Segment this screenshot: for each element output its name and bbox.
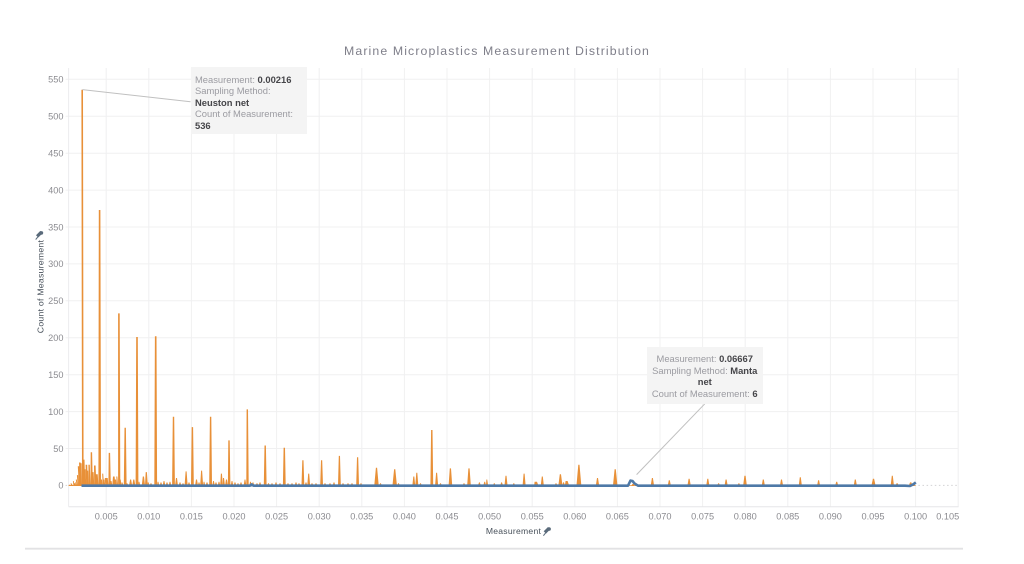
svg-text:300: 300 (48, 259, 63, 269)
svg-text:0.070: 0.070 (649, 512, 672, 522)
svg-text:0.080: 0.080 (734, 512, 757, 522)
svg-text:0.095: 0.095 (862, 512, 885, 522)
svg-text:0: 0 (58, 481, 63, 491)
svg-text:50: 50 (53, 444, 63, 454)
svg-text:0.040: 0.040 (393, 512, 416, 522)
svg-text:0.005: 0.005 (95, 512, 118, 522)
svg-text:0.060: 0.060 (563, 512, 586, 522)
svg-text:0.025: 0.025 (265, 512, 288, 522)
svg-text:0.020: 0.020 (223, 512, 246, 522)
svg-text:550: 550 (48, 75, 63, 85)
svg-text:500: 500 (48, 112, 63, 122)
svg-text:0.065: 0.065 (606, 512, 629, 522)
svg-text:400: 400 (48, 185, 63, 195)
svg-text:350: 350 (48, 222, 63, 232)
svg-text:450: 450 (48, 149, 63, 159)
svg-text:0.015: 0.015 (180, 512, 203, 522)
svg-text:250: 250 (48, 296, 63, 306)
svg-text:0.100: 0.100 (904, 512, 927, 522)
svg-text:200: 200 (48, 333, 63, 343)
svg-text:Count of Measurement: Count of Measurement (36, 239, 46, 333)
svg-text:0.075: 0.075 (691, 512, 714, 522)
svg-text:0.055: 0.055 (521, 512, 544, 522)
svg-text:0.085: 0.085 (776, 512, 799, 522)
svg-text:0.090: 0.090 (819, 512, 842, 522)
svg-text:100: 100 (48, 407, 63, 417)
svg-text:150: 150 (48, 370, 63, 380)
svg-text:0.010: 0.010 (137, 512, 160, 522)
svg-text:0.050: 0.050 (478, 512, 501, 522)
svg-text:0.105: 0.105 (936, 512, 959, 522)
svg-text:0.030: 0.030 (308, 512, 331, 522)
svg-text:0.045: 0.045 (436, 512, 459, 522)
svg-text:0.035: 0.035 (350, 512, 373, 522)
